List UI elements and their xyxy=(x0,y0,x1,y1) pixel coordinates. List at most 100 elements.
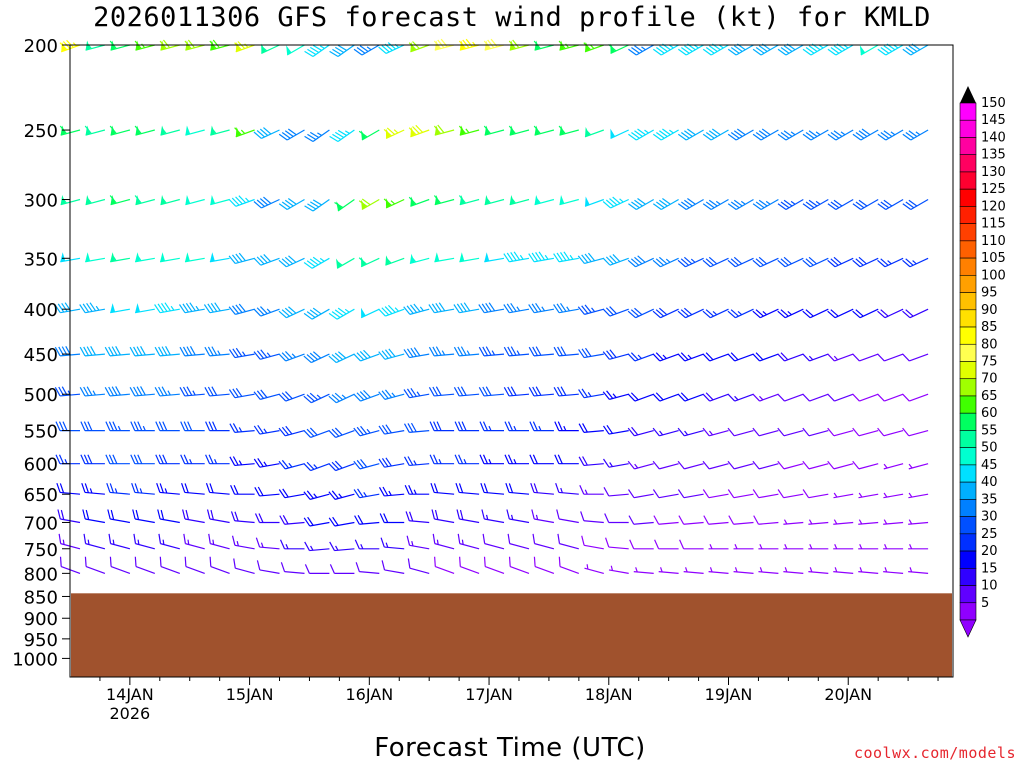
colorbar-top-arrow xyxy=(960,86,976,103)
barb-half xyxy=(737,311,743,316)
wind-barb xyxy=(79,346,105,357)
barb-full xyxy=(363,349,371,358)
wind-barb xyxy=(777,489,804,499)
barb-half xyxy=(587,392,592,397)
barb-full xyxy=(457,386,464,396)
barb-full xyxy=(179,346,186,357)
barb-full xyxy=(677,310,686,319)
barb-full xyxy=(583,42,592,51)
barb-full xyxy=(182,303,189,313)
barb-full xyxy=(287,128,297,136)
pressure-tick-label: 250 xyxy=(24,121,58,142)
barb-full xyxy=(337,129,347,136)
barb-full xyxy=(185,509,190,520)
wind-barb xyxy=(852,128,879,141)
barb-half xyxy=(266,308,272,313)
barb-full xyxy=(132,509,136,520)
barb-full xyxy=(287,197,297,205)
wind-barb xyxy=(556,509,579,524)
barb-staff xyxy=(485,565,505,574)
wind-barb xyxy=(858,492,879,499)
wind-barb xyxy=(708,544,729,550)
barb-half xyxy=(117,425,121,431)
barb-full xyxy=(162,454,168,464)
barb-full xyxy=(304,135,314,142)
barb-staff xyxy=(435,565,455,574)
barb-full xyxy=(58,533,62,544)
barb-full xyxy=(805,201,815,209)
barb-full xyxy=(312,199,322,206)
barb-pennant xyxy=(209,252,215,262)
credit-link[interactable]: coolwx.com/models xyxy=(853,744,1016,762)
wind-barb xyxy=(154,302,180,314)
barb-full xyxy=(630,352,639,361)
wind-barb xyxy=(383,127,405,139)
barb-full xyxy=(730,201,740,209)
barb-full xyxy=(602,257,611,266)
wind-barb xyxy=(403,387,430,399)
colorbar-swatch xyxy=(959,326,977,345)
barb-full xyxy=(207,303,214,313)
barb-full xyxy=(631,46,640,54)
barb-full xyxy=(655,309,665,317)
barb-full xyxy=(309,427,318,436)
barb-full xyxy=(852,393,860,402)
barb-staff xyxy=(683,493,704,499)
barb-full xyxy=(528,346,535,357)
barb-staff xyxy=(633,493,654,499)
wind-barb xyxy=(83,533,106,550)
wind-barb xyxy=(304,129,330,142)
barb-full xyxy=(182,346,189,356)
barb-full xyxy=(755,46,765,54)
wind-barb xyxy=(578,423,604,433)
colorbar-label: 80 xyxy=(981,337,998,352)
barb-full xyxy=(278,489,286,499)
wind-barb xyxy=(827,43,854,56)
barb-full xyxy=(208,533,211,544)
colorbar-label: 120 xyxy=(981,199,1006,214)
barb-half xyxy=(162,539,165,545)
barb-full xyxy=(557,533,561,544)
barb-full xyxy=(752,489,760,499)
barb-half xyxy=(266,352,271,357)
barb-full xyxy=(579,484,585,495)
barb-full xyxy=(162,39,171,49)
barb-half xyxy=(441,350,446,356)
barb-half xyxy=(884,544,888,550)
barb-full xyxy=(587,252,596,262)
barb-staff xyxy=(235,44,255,53)
wind-barb xyxy=(478,346,505,357)
barb-full xyxy=(187,421,193,431)
barb-half xyxy=(591,307,596,313)
wind-barb xyxy=(453,346,480,357)
barb-full xyxy=(627,460,635,470)
barb-half xyxy=(214,458,218,464)
barb-half xyxy=(236,541,239,547)
barb-full xyxy=(755,131,765,139)
barb-full xyxy=(235,304,243,313)
colorbar-swatch xyxy=(959,257,977,276)
barb-full xyxy=(559,302,567,312)
wind-barb xyxy=(679,539,704,550)
barb-full xyxy=(230,511,236,521)
wind-barb xyxy=(106,482,130,495)
wind-barb xyxy=(577,304,604,315)
barb-full xyxy=(428,304,435,314)
wind-barb xyxy=(908,492,929,499)
wind-barb xyxy=(727,489,754,499)
barb-full xyxy=(405,511,410,521)
barb-full xyxy=(705,46,715,54)
barb-full xyxy=(705,201,715,209)
barb-full xyxy=(312,351,322,359)
barb-full xyxy=(254,513,261,523)
wind-barb xyxy=(553,302,579,314)
wind-barb xyxy=(228,387,255,399)
barb-full xyxy=(677,48,687,56)
barb-full xyxy=(158,421,164,431)
wind-barb xyxy=(378,486,405,497)
barb-half xyxy=(734,567,738,573)
barb-half xyxy=(244,43,249,48)
colorbar-label: 5 xyxy=(981,596,989,611)
barb-full xyxy=(655,131,665,139)
barb-full xyxy=(84,556,87,567)
